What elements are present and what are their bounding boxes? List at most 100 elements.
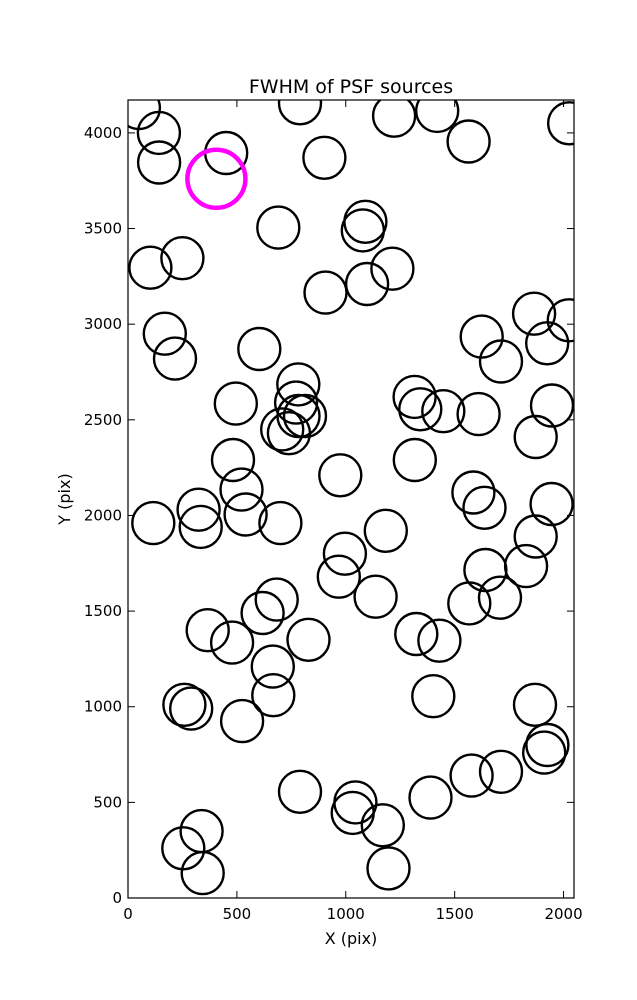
y-tick-label: 3000: [84, 315, 122, 333]
source-marker: [525, 321, 570, 366]
y-tick-label: 3500: [84, 220, 122, 238]
source-marker: [152, 336, 198, 381]
source-marker: [303, 270, 348, 315]
source-marker: [344, 261, 390, 307]
source-marker: [273, 380, 319, 425]
source-marker: [219, 698, 265, 744]
source-marker: [408, 775, 453, 820]
y-tick-label: 1000: [84, 698, 122, 716]
y-tick-label: 4000: [84, 124, 122, 142]
plot-area: [127, 99, 575, 899]
y-tick-label: 2000: [84, 506, 122, 524]
source-marker: [447, 581, 492, 626]
source-marker: [371, 100, 417, 138]
source-marker: [251, 673, 296, 718]
source-marker: [330, 790, 375, 836]
source-marker: [168, 686, 214, 731]
source-marker: [254, 577, 299, 622]
source-marker: [394, 611, 439, 657]
source-marker: [276, 362, 321, 407]
source-marker: [210, 437, 256, 483]
source-marker: [219, 467, 264, 512]
source-marker: [477, 575, 523, 620]
source-marker: [462, 485, 507, 530]
source-marker: [213, 381, 259, 426]
source-marker: [223, 492, 268, 537]
x-tick-label: 1500: [436, 905, 474, 923]
source-marker: [398, 387, 443, 432]
source-marker: [131, 500, 176, 546]
source-marker: [277, 769, 323, 814]
source-marker: [547, 101, 574, 146]
source-marker: [162, 682, 207, 727]
source-marker: [503, 543, 549, 589]
x-tick-label: 0: [123, 905, 133, 923]
source-marker: [478, 339, 524, 384]
source-marker: [258, 500, 303, 546]
source-marker: [360, 803, 405, 848]
source-marker: [250, 644, 295, 689]
source-marker: [513, 414, 558, 460]
source-marker: [266, 411, 312, 456]
source-marker: [180, 850, 225, 896]
source-marker: [529, 383, 574, 428]
source-marker: [449, 753, 494, 798]
source-marker: [446, 119, 491, 164]
x-tick-label: 1000: [327, 905, 365, 923]
x-axis: 0 500 1000 1500 2000: [123, 100, 583, 923]
x-axis-label: X (pix): [325, 929, 378, 948]
source-marker: [513, 514, 558, 559]
source-marker: [478, 749, 524, 794]
source-marker: [256, 205, 301, 250]
source-marker: [240, 590, 285, 636]
source-marker: [363, 508, 408, 553]
source-marker: [512, 682, 558, 727]
source-marker: [136, 110, 182, 156]
source-marker: [459, 314, 504, 359]
source-marker: [525, 722, 570, 768]
y-tick-label: 2500: [84, 411, 122, 429]
source-marker: [136, 140, 182, 185]
source-marker: [142, 311, 188, 356]
source-marker: [128, 245, 173, 290]
y-axis-label: Y (pix): [55, 473, 74, 525]
source-marker: [237, 326, 282, 372]
source-marker: [417, 618, 462, 663]
source-marker: [178, 504, 223, 550]
x-tick-label: 2000: [544, 905, 582, 923]
chart-title: FWHM of PSF sources: [249, 76, 453, 98]
y-axis: 0 500 1000 1500 2000 2500 3000 3500 4000: [84, 124, 574, 907]
highlighted-source-marker: [185, 147, 248, 211]
source-marker: [316, 554, 361, 599]
source-marker: [522, 730, 567, 775]
source-marker: [209, 620, 255, 665]
source-marker: [456, 391, 501, 437]
source-marker: [353, 574, 398, 619]
source-marker: [322, 531, 368, 576]
source-marker: [318, 453, 363, 498]
y-tick-label: 1500: [84, 602, 122, 620]
source-marker: [411, 674, 456, 719]
y-tick-label: 0: [112, 889, 122, 907]
source-marker: [176, 487, 221, 532]
source-marker: [161, 826, 206, 871]
source-marker: [451, 470, 496, 515]
source-marker: [415, 100, 460, 134]
source-marker: [392, 374, 437, 420]
source-marker: [529, 481, 574, 527]
source-marker: [277, 100, 323, 126]
source-marker: [392, 437, 437, 483]
source-marker: [160, 236, 205, 281]
source-marker: [511, 291, 557, 336]
source-marker: [286, 617, 331, 662]
scatter-markers: [128, 100, 574, 896]
x-tick-label: 500: [223, 905, 252, 923]
source-marker: [366, 846, 411, 891]
source-marker: [370, 246, 415, 291]
source-marker: [340, 208, 385, 253]
y-tick-label: 500: [93, 793, 122, 811]
source-marker: [185, 608, 230, 653]
source-marker: [302, 135, 347, 181]
source-marker: [421, 389, 466, 434]
